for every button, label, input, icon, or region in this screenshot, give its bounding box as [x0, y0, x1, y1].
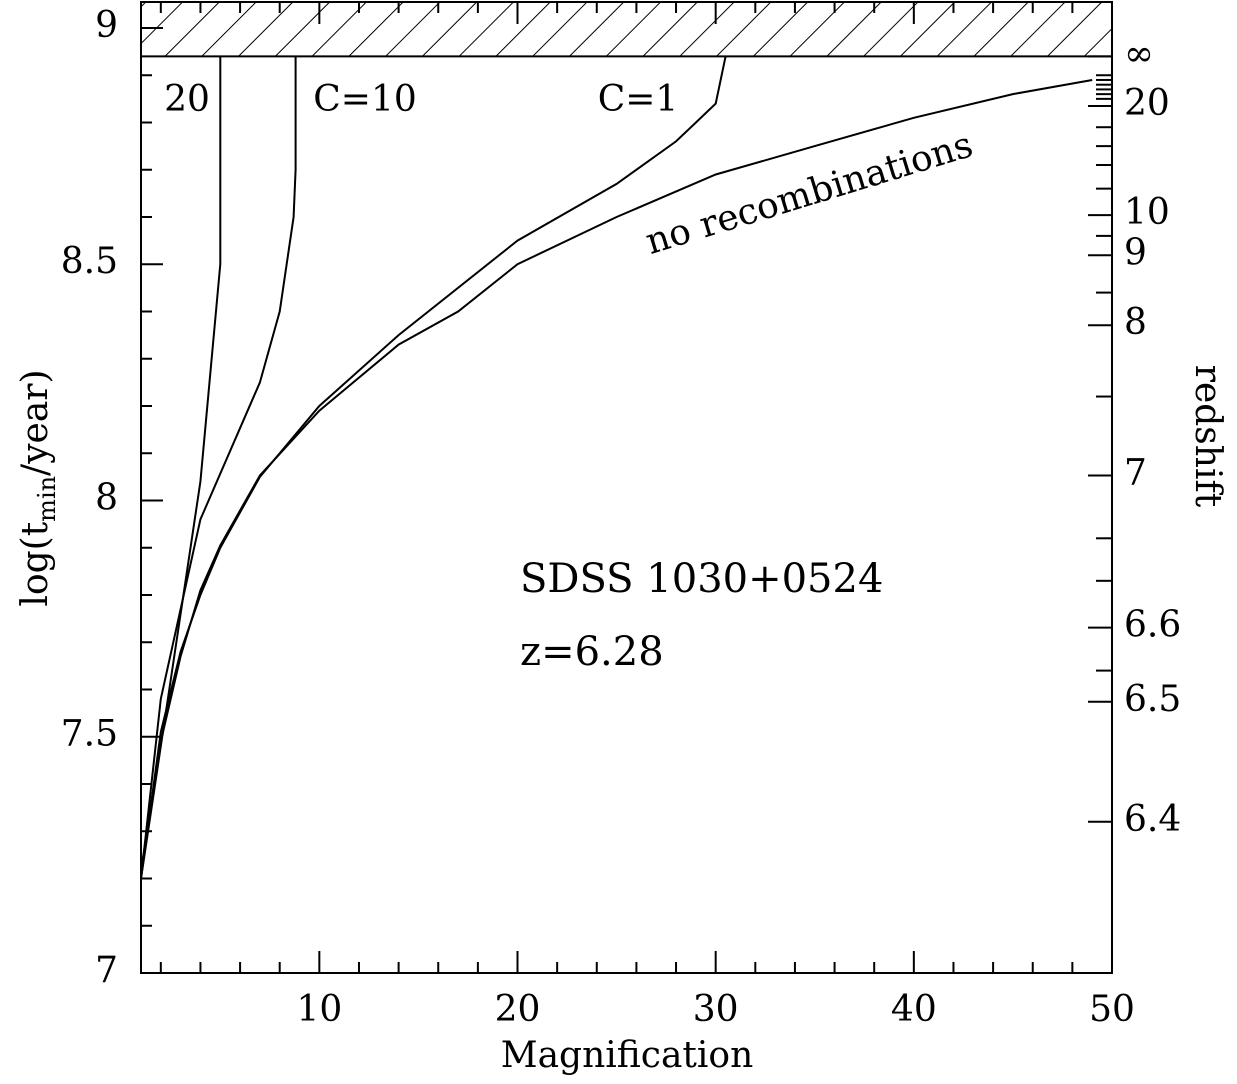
y2-tick-label: 9 — [1124, 232, 1147, 273]
series-label: 20 — [164, 79, 210, 120]
y-tick-label: 7 — [95, 950, 118, 991]
y-label-part: /year) — [15, 369, 56, 476]
series-line — [140, 56, 727, 879]
series-label: C=1 — [598, 79, 679, 120]
y2-tick-label: 6.5 — [1124, 679, 1181, 720]
series-label: no recombinations — [641, 124, 977, 262]
y2-tick-label: 7 — [1124, 452, 1147, 493]
y-tick-label: 8 — [95, 477, 118, 518]
y-label-sub: min — [33, 476, 61, 522]
y2-tick-label: 6.6 — [1124, 605, 1181, 646]
series-label: C=10 — [313, 79, 417, 120]
y-label-part: log(t — [15, 521, 56, 606]
x-tick-label: 40 — [891, 989, 937, 1030]
hatched-region — [141, 2, 1112, 57]
y2-tick-label: 10 — [1124, 192, 1170, 233]
series-line — [140, 56, 222, 879]
y-tick-label: 8.5 — [61, 241, 118, 282]
y2-axis-label: redshift — [1187, 365, 1228, 508]
y2-tick-label: 6.4 — [1124, 799, 1181, 840]
y-axis-label: log(tmin/year) — [15, 369, 61, 606]
x-tick-label: 20 — [495, 989, 541, 1030]
y2-tick-label: ∞ — [1124, 33, 1154, 74]
x-tick-label: 50 — [1089, 989, 1135, 1030]
annotation: SDSS 1030+0524 — [520, 556, 883, 602]
y2-tick-label: 20 — [1124, 83, 1170, 124]
x-tick-label: 10 — [296, 989, 342, 1030]
x-tick-label: 30 — [693, 989, 739, 1030]
series-line — [140, 79, 1093, 872]
annotation: z=6.28 — [520, 629, 664, 675]
y-tick-label: 9 — [95, 5, 118, 46]
series-line — [140, 56, 297, 879]
y-tick-label: 7.5 — [61, 714, 118, 755]
x-axis-label: Magnification — [501, 1035, 754, 1076]
y2-tick-label: 8 — [1124, 302, 1147, 343]
